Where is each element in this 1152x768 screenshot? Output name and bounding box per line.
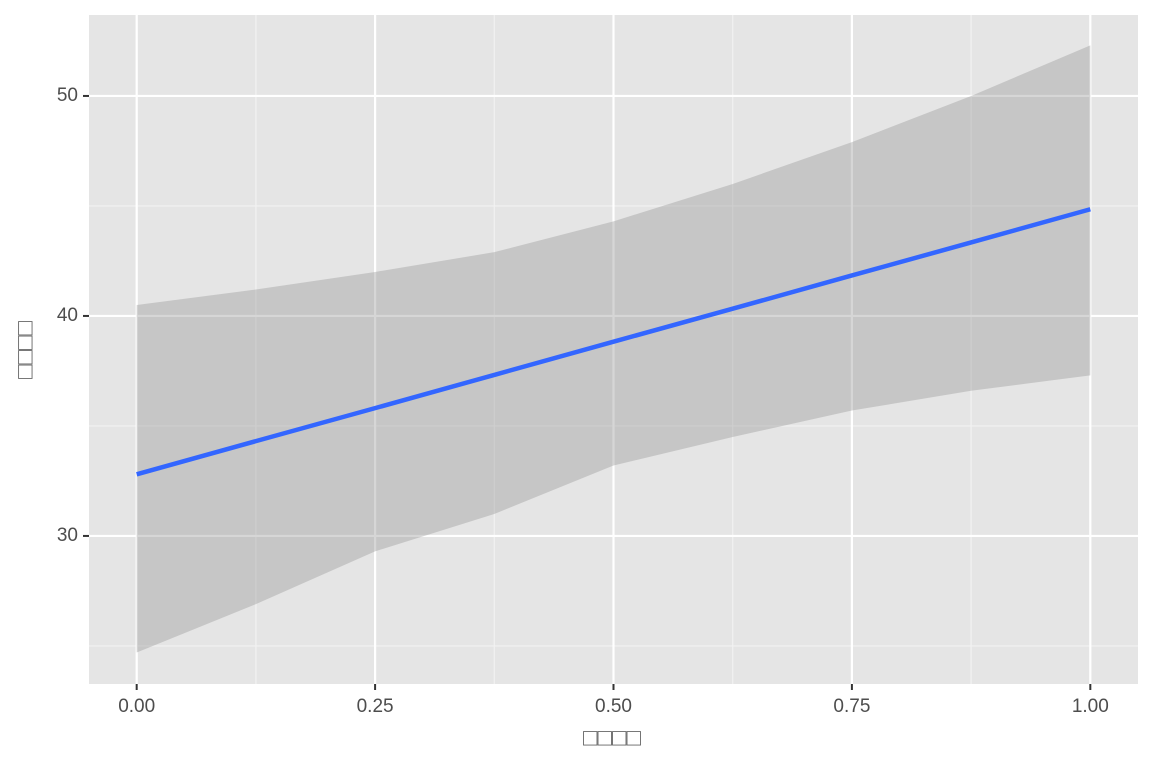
y-tick-label: 30 bbox=[57, 525, 78, 546]
fit-line bbox=[136, 207, 1091, 477]
x-tick-label: 0.25 bbox=[357, 696, 394, 717]
x-tick-label: 1.00 bbox=[1072, 696, 1109, 717]
y-tick-label: 50 bbox=[57, 85, 78, 106]
y-tick-label: 40 bbox=[57, 305, 78, 326]
x-axis-label: □□□□ bbox=[583, 724, 641, 751]
x-tick-label: 0.75 bbox=[833, 696, 870, 717]
confidence-band bbox=[136, 45, 1091, 653]
x-tick-label: 0.00 bbox=[118, 696, 155, 717]
x-tick-label: 0.50 bbox=[595, 696, 632, 717]
y-axis-label: □□□□ bbox=[11, 321, 38, 379]
